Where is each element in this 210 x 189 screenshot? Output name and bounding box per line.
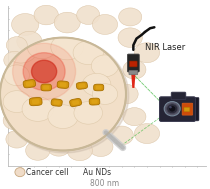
Ellipse shape [3, 111, 26, 130]
Ellipse shape [114, 84, 138, 104]
Ellipse shape [54, 12, 80, 33]
Ellipse shape [51, 34, 84, 60]
Polygon shape [91, 100, 98, 104]
Circle shape [32, 60, 57, 83]
Polygon shape [29, 98, 42, 106]
Circle shape [0, 38, 126, 150]
Ellipse shape [5, 39, 37, 63]
Polygon shape [51, 99, 62, 106]
Polygon shape [43, 85, 49, 90]
FancyBboxPatch shape [182, 103, 193, 115]
Ellipse shape [123, 60, 146, 79]
Polygon shape [76, 82, 87, 89]
FancyBboxPatch shape [127, 54, 139, 72]
Ellipse shape [91, 55, 119, 77]
Circle shape [169, 106, 175, 112]
Ellipse shape [67, 140, 92, 161]
Ellipse shape [12, 14, 39, 35]
Ellipse shape [118, 28, 142, 47]
Ellipse shape [47, 137, 70, 156]
Polygon shape [59, 82, 67, 87]
Polygon shape [70, 98, 81, 107]
Ellipse shape [92, 15, 118, 34]
Ellipse shape [6, 130, 28, 148]
FancyBboxPatch shape [184, 107, 190, 112]
Polygon shape [96, 85, 102, 89]
Polygon shape [57, 81, 69, 88]
Ellipse shape [119, 8, 142, 26]
Ellipse shape [82, 73, 111, 96]
Circle shape [167, 104, 178, 114]
Polygon shape [32, 99, 39, 104]
Polygon shape [26, 81, 33, 86]
Polygon shape [41, 84, 51, 91]
Ellipse shape [110, 126, 133, 145]
Polygon shape [131, 71, 136, 88]
Ellipse shape [3, 91, 30, 112]
Ellipse shape [92, 84, 118, 104]
Polygon shape [72, 100, 79, 105]
Polygon shape [94, 84, 104, 91]
Ellipse shape [26, 141, 50, 160]
FancyBboxPatch shape [130, 61, 137, 67]
Circle shape [23, 53, 65, 90]
Ellipse shape [73, 41, 103, 64]
Polygon shape [79, 83, 85, 88]
FancyBboxPatch shape [192, 97, 199, 121]
Ellipse shape [6, 37, 27, 54]
FancyBboxPatch shape [160, 97, 195, 122]
Ellipse shape [48, 105, 78, 129]
Text: Au NDs: Au NDs [83, 168, 111, 177]
Ellipse shape [4, 51, 26, 69]
Polygon shape [73, 170, 81, 175]
Ellipse shape [17, 31, 42, 52]
Circle shape [13, 43, 76, 100]
Ellipse shape [4, 65, 29, 86]
Ellipse shape [27, 35, 57, 59]
Ellipse shape [134, 43, 160, 63]
Circle shape [1, 38, 129, 153]
Text: 800 nm: 800 nm [91, 179, 119, 188]
Circle shape [169, 106, 172, 108]
Ellipse shape [77, 6, 100, 24]
Ellipse shape [74, 102, 102, 124]
Circle shape [15, 168, 25, 177]
Text: NIR Laser: NIR Laser [145, 43, 185, 53]
Ellipse shape [34, 5, 58, 25]
Text: Cancer cell: Cancer cell [26, 168, 69, 177]
Ellipse shape [22, 97, 54, 121]
FancyBboxPatch shape [129, 70, 138, 75]
Polygon shape [53, 100, 60, 105]
FancyBboxPatch shape [171, 92, 186, 100]
Ellipse shape [123, 108, 146, 126]
Polygon shape [74, 170, 79, 174]
Ellipse shape [134, 124, 160, 144]
Ellipse shape [89, 137, 113, 156]
Circle shape [164, 102, 180, 116]
Polygon shape [23, 80, 36, 88]
Polygon shape [89, 98, 100, 105]
